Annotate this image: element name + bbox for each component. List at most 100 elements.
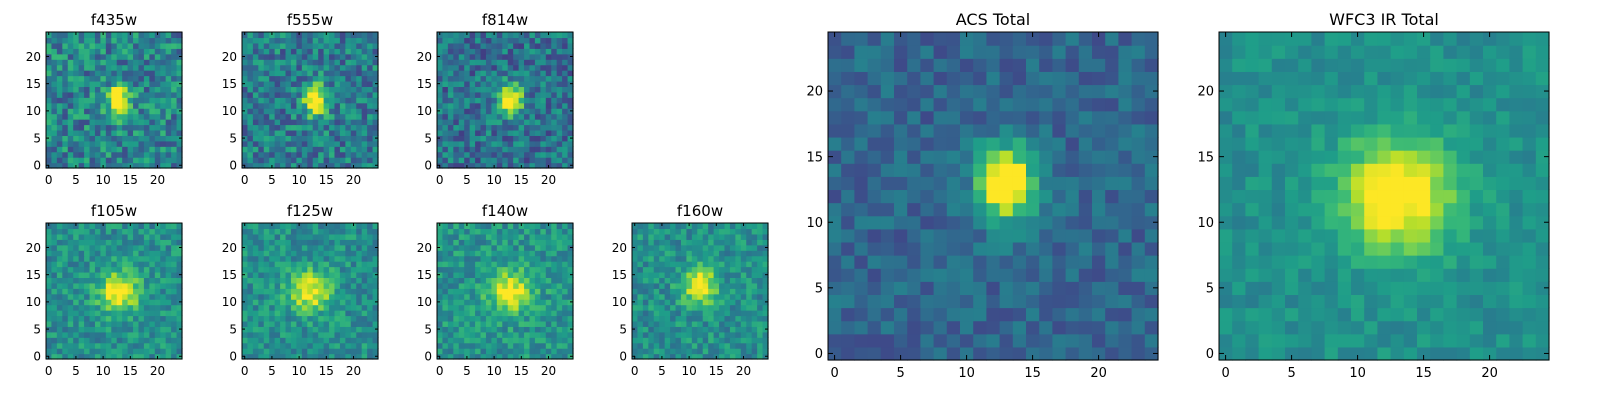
heatmap-cell <box>513 255 520 262</box>
heatmap-cell <box>653 331 660 338</box>
heatmap-cell <box>1065 255 1080 269</box>
heatmap-cell <box>719 250 726 257</box>
heatmap-cell <box>480 53 487 60</box>
heatmap-cell <box>334 342 341 349</box>
heatmap-cell <box>339 255 346 262</box>
heatmap-cell <box>691 223 698 230</box>
heatmap-cell <box>165 140 172 147</box>
heatmap-cell <box>345 80 352 87</box>
heatmap-cell <box>960 346 974 361</box>
heatmap-cell <box>78 271 85 278</box>
heatmap-cell <box>567 250 574 257</box>
heatmap-cell <box>116 293 123 300</box>
heatmap-cell <box>442 326 449 333</box>
heatmap-cell <box>301 288 308 295</box>
panel-title: f555w <box>287 11 333 29</box>
heatmap-cell <box>51 97 58 104</box>
heatmap-cell <box>502 151 509 158</box>
heatmap-cell <box>632 266 639 273</box>
heatmap-cell <box>442 304 449 311</box>
heatmap-cell <box>242 288 249 295</box>
heatmap-cell <box>345 288 352 295</box>
heatmap-cell <box>534 91 541 98</box>
heatmap-cell <box>290 342 297 349</box>
heatmap-cell <box>675 299 682 306</box>
heatmap-cell <box>361 124 368 131</box>
heatmap-cell <box>89 64 96 71</box>
heatmap-cell <box>757 299 764 306</box>
heatmap-cell <box>708 337 715 344</box>
y-tick-label: 15 <box>222 268 237 282</box>
heatmap-cell <box>545 282 552 289</box>
heatmap-cell <box>285 80 292 87</box>
heatmap-cell <box>637 288 644 295</box>
heatmap-cell <box>67 228 74 235</box>
heatmap-cell <box>475 124 482 131</box>
heatmap-cell <box>56 277 63 284</box>
heatmap-cell <box>350 239 357 246</box>
heatmap-cell <box>143 157 150 164</box>
heatmap-cell <box>513 97 520 104</box>
heatmap-cell <box>84 70 91 77</box>
heatmap-cell <box>469 113 476 120</box>
heatmap-cell <box>105 320 112 327</box>
heatmap-cell <box>496 162 503 169</box>
heatmap-cell <box>496 146 503 153</box>
heatmap-cell <box>642 310 649 317</box>
heatmap-cell <box>746 299 753 306</box>
heatmap-cell <box>653 304 660 311</box>
heatmap-cell <box>318 293 325 300</box>
heatmap-cell <box>329 97 336 104</box>
heatmap-cell <box>274 326 281 333</box>
heatmap-cell <box>1026 202 1040 217</box>
heatmap-cell <box>361 266 368 273</box>
heatmap-cell <box>507 293 514 300</box>
heatmap-cell <box>329 162 336 169</box>
heatmap-cell <box>1078 215 1093 230</box>
y-tick-label: 5 <box>424 322 432 336</box>
heatmap-cell <box>269 326 276 333</box>
heatmap-cell <box>762 233 769 240</box>
heatmap-cell <box>367 102 374 109</box>
heatmap-cell <box>1052 241 1067 256</box>
heatmap-cell <box>518 348 525 355</box>
heatmap-cell <box>176 255 183 262</box>
heatmap-cell <box>491 53 498 60</box>
heatmap-cell <box>67 271 74 278</box>
heatmap-cell <box>133 70 140 77</box>
heatmap-cell <box>545 64 552 71</box>
heatmap-cell <box>345 266 352 273</box>
heatmap-cell <box>78 102 85 109</box>
heatmap-cell <box>46 135 53 142</box>
heatmap-cell <box>659 228 666 235</box>
heatmap-cell <box>447 315 454 322</box>
heatmap-cell <box>160 320 167 327</box>
heatmap-cell <box>242 326 249 333</box>
heatmap-cell <box>133 80 140 87</box>
heatmap-cell <box>751 266 758 273</box>
heatmap-cell <box>263 129 270 136</box>
heatmap-cell <box>556 293 563 300</box>
heatmap-cell <box>1052 176 1067 191</box>
heatmap-cell <box>534 271 541 278</box>
heatmap-cell <box>507 315 514 322</box>
heatmap-cell <box>453 288 460 295</box>
heatmap-cell <box>524 250 531 257</box>
heatmap-cell <box>540 151 547 158</box>
heatmap-cell <box>480 64 487 71</box>
heatmap-cell <box>334 261 341 268</box>
heatmap-cell <box>247 277 254 284</box>
heatmap-cell <box>111 250 118 257</box>
heatmap-cell <box>670 244 677 251</box>
heatmap-cell <box>513 86 520 93</box>
heatmap-cell <box>502 119 509 126</box>
heatmap-cell <box>540 271 547 278</box>
heatmap-cell <box>632 331 639 338</box>
heatmap-cell <box>133 239 140 246</box>
heatmap-cell <box>372 255 379 262</box>
heatmap-cell <box>176 250 183 257</box>
heatmap-cell <box>285 108 292 115</box>
heatmap-cell <box>534 233 541 240</box>
heatmap-cell <box>94 331 101 338</box>
heatmap-cell <box>447 42 454 49</box>
